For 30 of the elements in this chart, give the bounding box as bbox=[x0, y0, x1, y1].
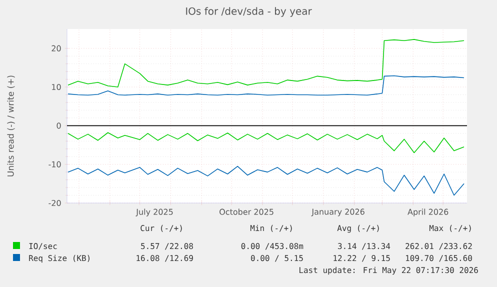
x-tick-label: July 2025 bbox=[136, 208, 173, 216]
text: 0.00 / 5.15 bbox=[251, 255, 303, 262]
legend-label: IO/sec bbox=[29, 243, 57, 250]
text: 0.00 /453.08m bbox=[241, 243, 304, 250]
line-series bbox=[68, 166, 464, 196]
line-series bbox=[68, 132, 464, 154]
x-tick-label: January 2026 bbox=[311, 208, 364, 216]
text: Avg (-/+) bbox=[337, 224, 379, 233]
text: 109.70 /165.60 bbox=[406, 255, 472, 262]
text: Last update: Fri May 22 07:17:30 2026 bbox=[300, 266, 478, 275]
text: 262.01 /233.62 bbox=[406, 243, 472, 250]
x-tick-label: April 2026 bbox=[408, 208, 448, 216]
text: 12.22 / 9.15 bbox=[334, 255, 390, 262]
y-tick-label: -20 bbox=[48, 200, 61, 206]
chart-title: IOs for /dev/sda - by year bbox=[186, 7, 312, 17]
text: 5.57 /22.08 bbox=[141, 243, 193, 250]
line-series bbox=[68, 39, 464, 88]
text: Max (-/+) bbox=[429, 224, 471, 232]
y-tick-label: 0 bbox=[56, 122, 61, 129]
y-tick-label: 10 bbox=[52, 84, 61, 90]
line-series bbox=[68, 75, 464, 96]
text: 16.08 /12.69 bbox=[136, 255, 193, 262]
text: Cur (-/+) bbox=[140, 224, 182, 232]
y-tick-label: 20 bbox=[52, 45, 61, 52]
legend-label: Req Size (KB) bbox=[29, 254, 90, 263]
y-tick-label: -10 bbox=[48, 161, 61, 168]
y-axis-title: Units read (-) / write (+) bbox=[7, 76, 15, 176]
x-tick-label: October 2025 bbox=[220, 208, 274, 215]
text: 3.14 /13.34 bbox=[338, 243, 390, 250]
text: Min (-/+) bbox=[250, 224, 292, 232]
